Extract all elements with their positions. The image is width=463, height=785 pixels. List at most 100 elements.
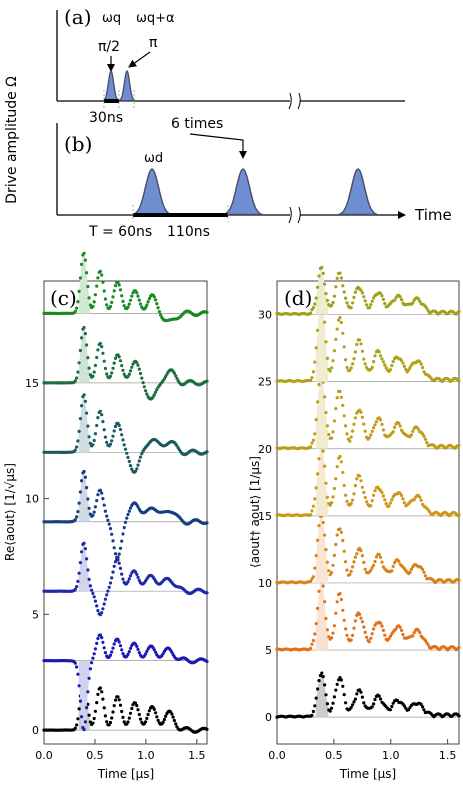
- chart-0-data-point: [112, 564, 116, 568]
- chart-0-data-point: [88, 373, 92, 377]
- chart-1-data-point: [339, 597, 343, 602]
- chart-0-data-point: [144, 389, 148, 393]
- chart-1-data-point: [314, 346, 318, 350]
- chart-1-data-point: [325, 495, 329, 499]
- chart-c-ylabel: Re⟨aout⟩ [1/√μs]: [3, 463, 17, 561]
- pi-half-pulse: [102, 70, 120, 102]
- chart-0-data-point: [95, 423, 99, 428]
- chart-0-data-point: [154, 298, 158, 302]
- chart-0-data-point: [141, 381, 145, 385]
- chart-1-data-point: [349, 638, 353, 642]
- chart-1-data-point: [331, 300, 335, 305]
- chart-0-data-point: [205, 521, 209, 525]
- chart-1-data-point: [369, 636, 373, 640]
- chart-1-data-point: [380, 294, 384, 298]
- chart-1-data-point: [323, 282, 327, 286]
- chart-0-data-point: [83, 547, 87, 551]
- chart-0-data-point: [90, 588, 94, 592]
- chart-0-data-point: [86, 568, 90, 572]
- chart-1-data-point: [330, 571, 334, 575]
- chart-1-data-point: [332, 486, 336, 491]
- chart-1-data-point: [369, 433, 373, 437]
- chart-0-data-point: [130, 706, 134, 711]
- chart-0-data-point: [75, 665, 79, 669]
- chart-1-data-point: [388, 708, 392, 712]
- chart-0-data-point: [127, 716, 131, 720]
- chart-1-data-point: [402, 364, 406, 368]
- chart-0-data-point: [113, 560, 118, 564]
- chart-1-data-point: [359, 288, 363, 292]
- chart-0-data-point: [92, 595, 96, 599]
- chart-0-data-point: [77, 429, 81, 433]
- chart-1-data-point: [317, 589, 321, 593]
- chart-1-ytick-label: 15: [258, 510, 272, 523]
- chart-1-data-point: [313, 566, 317, 570]
- chart-0-data-point: [73, 448, 77, 452]
- chart-1-data-point: [349, 705, 353, 710]
- chart-0-data-point: [110, 532, 114, 536]
- chart-0-series: [42, 325, 209, 401]
- chart-1-data-point: [330, 436, 334, 440]
- chart-0-data-point: [118, 566, 123, 571]
- chart-0-data-point: [96, 692, 100, 697]
- chart-0-series: [42, 541, 209, 617]
- chart-0-data-point: [101, 640, 105, 644]
- chart-0-data-point: [128, 646, 133, 651]
- chart-1-data-point: [313, 302, 317, 306]
- chart-d-panel-label: (d): [284, 286, 312, 310]
- chart-1-data-point: [359, 410, 363, 414]
- chart-1-data-point: [388, 634, 392, 638]
- chart-1-data-point: [425, 641, 429, 645]
- chart-0-data-point: [121, 577, 125, 581]
- chart-1-data-point: [369, 504, 373, 508]
- chart-0-data-point: [76, 717, 80, 721]
- chart-0-series: [42, 633, 209, 732]
- chart-1-data-point: [360, 554, 364, 558]
- pi-label: π: [149, 35, 158, 51]
- chart-1-data-point: [372, 493, 376, 497]
- chart-1-data-point: [359, 479, 363, 483]
- chart-0-shaded-region: [78, 660, 90, 730]
- chart-1-data-point: [334, 285, 338, 289]
- chart-0-data-point: [93, 432, 97, 436]
- chart-1-data-point: [362, 490, 366, 494]
- chart-1-data-point: [363, 495, 367, 500]
- chart-0-data-point: [87, 676, 91, 680]
- chart-1-data-point: [400, 359, 404, 363]
- axis-break-b: [290, 206, 300, 224]
- omega-d-label: ωd: [144, 151, 163, 166]
- chart-1-data-point: [334, 688, 338, 692]
- chart-0-data-point: [77, 501, 81, 505]
- chart-1-data-point: [353, 484, 357, 488]
- chart-0-data-point: [127, 372, 131, 376]
- chart-1-data-point: [419, 498, 423, 502]
- chart-1-data-point: [331, 430, 335, 434]
- chart-1-data-point: [380, 491, 384, 495]
- chart-0-data-point: [102, 428, 106, 432]
- chart-0-data-point: [120, 648, 124, 652]
- chart-1-ytick-label: 0: [265, 711, 272, 724]
- chart-0-data-point: [108, 581, 113, 585]
- chart-1-data-point: [311, 575, 315, 579]
- chart-c-series: [42, 251, 209, 734]
- drive-amplitude-label: Drive amplitude Ω: [4, 76, 20, 204]
- chart-1-data-point: [373, 559, 377, 564]
- chart-0-data-point: [101, 607, 105, 611]
- chart-0-data-point: [121, 299, 125, 303]
- chart-0-data-point: [126, 305, 130, 309]
- chart-0-data-point: [108, 442, 113, 446]
- chart-0-data-point: [96, 636, 100, 641]
- chart-0-data-point: [103, 435, 107, 439]
- chart-0-data-point: [73, 309, 77, 313]
- chart-0-data-point: [91, 656, 95, 660]
- chart-0-data-point: [136, 294, 140, 298]
- chart-0-data-point: [101, 420, 105, 424]
- chart-1-data-point: [359, 342, 363, 346]
- chart-0-ytick-label: 5: [32, 608, 39, 621]
- chart-0-data-point: [111, 646, 115, 650]
- chart-1-data-point: [324, 693, 328, 697]
- chart-0-data-point: [85, 271, 89, 275]
- chart-0-data-point: [205, 379, 209, 383]
- chart-0-data-point: [122, 372, 126, 376]
